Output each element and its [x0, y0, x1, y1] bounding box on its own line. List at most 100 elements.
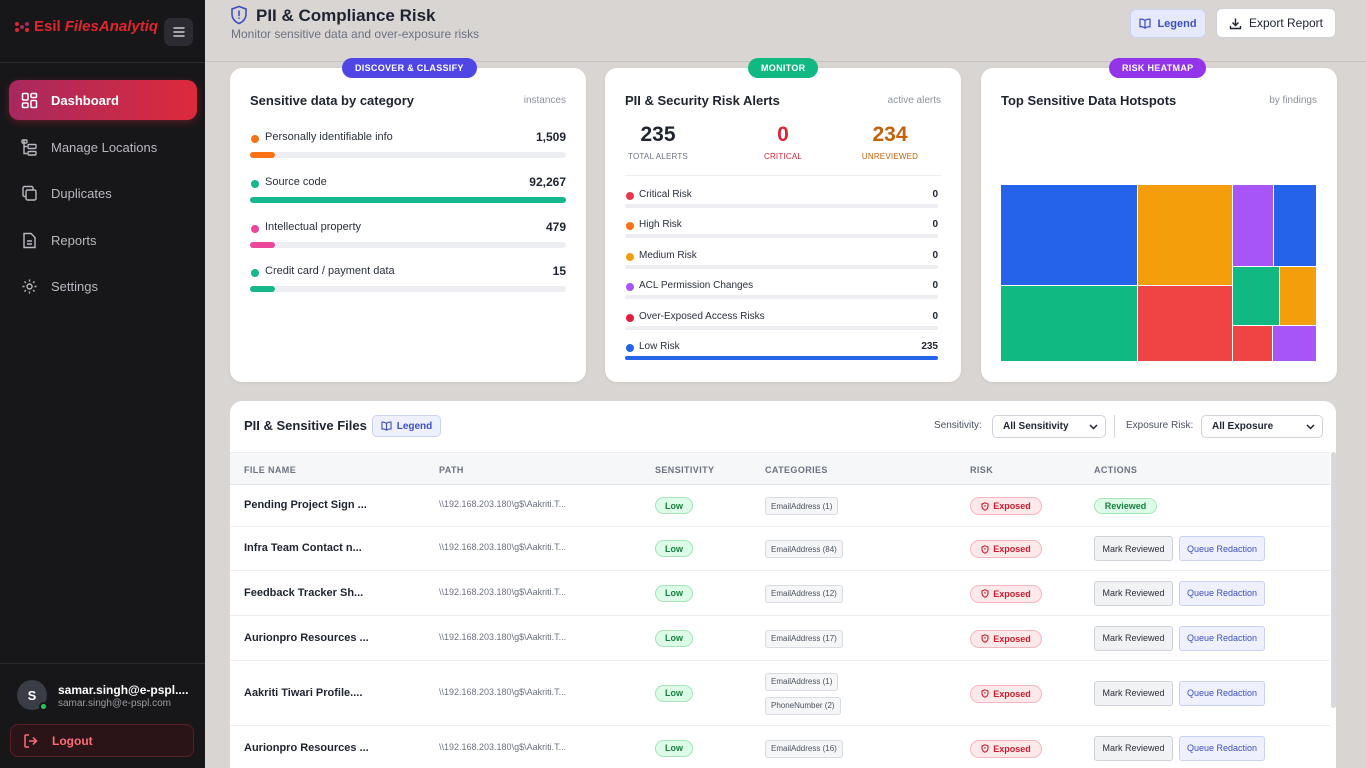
- risk-label: ACL Permission Changes: [639, 280, 754, 292]
- treemap-cell[interactable]: [1280, 267, 1316, 325]
- sidebar-item-label: Settings: [51, 278, 98, 294]
- treemap-cell[interactable]: [1233, 267, 1279, 325]
- mark-reviewed-button[interactable]: Mark Reviewed: [1094, 680, 1173, 706]
- category-tag: EmailAddress (17): [765, 629, 843, 648]
- risk-color-dot: [626, 313, 634, 322]
- avatar[interactable]: S: [17, 680, 48, 711]
- user-email: samar.singh@e-pspl.com: [58, 698, 171, 709]
- risk-badge: Exposed: [970, 629, 1042, 648]
- treemap-cell[interactable]: [1001, 286, 1137, 361]
- treemap-cell[interactable]: [1233, 185, 1273, 266]
- category-bar-fill: [250, 286, 276, 292]
- risk-label: Over-Exposed Access Risks: [639, 310, 765, 322]
- table-row[interactable]: Aurionpro Resources ... \\192.168.203.180…: [230, 616, 1330, 661]
- sidebar-divider: [0, 62, 205, 63]
- queue-redaction-button[interactable]: Queue Redaction: [1179, 735, 1265, 761]
- sidebar: Esil FilesAnalytiq Dashboard Manage Loca…: [0, 0, 205, 768]
- file-name-cell[interactable]: Pending Project Sign ...: [244, 499, 367, 511]
- sidebar-item-reports[interactable]: Reports: [9, 220, 197, 260]
- mark-reviewed-button[interactable]: Mark Reviewed: [1094, 735, 1173, 761]
- category-label: Credit card / payment data: [265, 265, 395, 277]
- risk-badge-label: Exposed: [993, 743, 1031, 754]
- column-header-sensitivity[interactable]: SENSITIVITY: [655, 465, 715, 475]
- legend-button[interactable]: Legend: [1130, 9, 1206, 38]
- exposure-filter-select[interactable]: All Exposure: [1201, 415, 1323, 438]
- copy-icon: [22, 185, 37, 201]
- treemap-cell[interactable]: [1001, 185, 1137, 285]
- treemap-cell[interactable]: [1138, 286, 1232, 361]
- risk-color-dot: [626, 252, 634, 261]
- category-tag: EmailAddress (1): [765, 497, 839, 515]
- category-tag: EmailAddress (12): [765, 584, 843, 603]
- treemap-cell[interactable]: [1274, 185, 1316, 266]
- column-header-risk[interactable]: RISK: [970, 465, 994, 475]
- risk-value: 0: [932, 219, 938, 231]
- treemap-cell[interactable]: [1138, 185, 1232, 285]
- category-label: Personally identifiable info: [265, 131, 393, 143]
- download-icon: [1229, 18, 1242, 29]
- risk-bar-track: [625, 295, 938, 300]
- page-subtitle: Monitor sensitive data and over-exposure…: [231, 27, 480, 41]
- treemap-cell[interactable]: [1273, 326, 1316, 361]
- category-tag: EmailAddress (84): [765, 540, 843, 558]
- queue-redaction-button[interactable]: Queue Redaction: [1179, 625, 1265, 651]
- mark-reviewed-button[interactable]: Mark Reviewed: [1094, 536, 1173, 561]
- column-header-file-name[interactable]: FILE NAME: [244, 465, 297, 475]
- risk-heatmap-pill: RISK HEATMAP: [1109, 58, 1207, 78]
- dashboard-icon: [21, 92, 38, 108]
- queue-redaction-button[interactable]: Queue Redaction: [1179, 580, 1265, 606]
- risk-value: 235: [921, 341, 938, 352]
- treemap-cell[interactable]: [1233, 326, 1272, 361]
- file-name-cell[interactable]: Feedback Tracker Sh...: [244, 586, 364, 599]
- column-header-path[interactable]: PATH: [439, 465, 464, 475]
- file-name-cell[interactable]: Aakriti Tiwari Profile....: [244, 686, 363, 699]
- sensitivity-filter-select[interactable]: All Sensitivity: [992, 415, 1106, 438]
- category-tag: EmailAddress (16): [765, 739, 843, 758]
- table-row[interactable]: Infra Team Contact n... \\192.168.203.180…: [230, 527, 1330, 571]
- risk-badge: Exposed: [970, 540, 1042, 558]
- sidebar-item-manage-locations[interactable]: Manage Locations: [9, 127, 197, 167]
- risk-badge-label: Exposed: [993, 501, 1031, 511]
- mark-reviewed-button[interactable]: Mark Reviewed: [1094, 580, 1173, 606]
- risk-badge: Exposed: [970, 684, 1042, 703]
- alert-stat: 235 TOTAL ALERTS: [613, 123, 703, 161]
- logo-esi-text: Esil: [34, 18, 61, 35]
- sidebar-item-settings[interactable]: Settings: [9, 266, 197, 306]
- table-row[interactable]: Feedback Tracker Sh... \\192.168.203.180\…: [230, 571, 1330, 616]
- queue-redaction-button[interactable]: Queue Redaction: [1179, 536, 1265, 561]
- alert-stat-value: 235: [640, 123, 676, 146]
- app-logo[interactable]: Esil FilesAnalytiq: [14, 18, 158, 35]
- file-name-cell[interactable]: Aurionpro Resources ...: [244, 741, 369, 754]
- table-row[interactable]: Aakriti Tiwari Profile.... \\192.168.203.…: [230, 661, 1330, 726]
- shield-icon: [981, 689, 989, 698]
- mark-reviewed-button[interactable]: Mark Reviewed: [1094, 625, 1173, 651]
- sensitivity-filter-value: All Sensitivity: [1003, 421, 1069, 432]
- logout-button[interactable]: Logout: [10, 724, 194, 757]
- book-icon: [1139, 18, 1152, 29]
- category-bar-fill: [250, 242, 276, 248]
- table-legend-button[interactable]: Legend: [372, 415, 441, 437]
- column-header-actions: ACTIONS: [1094, 465, 1138, 475]
- queue-redaction-button[interactable]: Queue Redaction: [1179, 680, 1265, 706]
- table-row[interactable]: Pending Project Sign ... \\192.168.203.18…: [230, 485, 1330, 527]
- column-header-categories[interactable]: CATEGORIES: [765, 465, 828, 475]
- file-name-cell[interactable]: Infra Team Contact n...: [244, 542, 362, 554]
- sidebar-item-duplicates[interactable]: Duplicates: [9, 173, 197, 213]
- online-status-dot: [39, 702, 48, 711]
- export-report-button[interactable]: Export Report: [1216, 8, 1336, 38]
- legend-label: Legend: [1157, 17, 1197, 30]
- risk-bar-track: [625, 204, 938, 208]
- table-row[interactable]: Aurionpro Resources ... \\192.168.203.180…: [230, 726, 1330, 768]
- filter-divider: [1114, 415, 1115, 438]
- category-bar-track: [250, 242, 566, 248]
- logo-brand-text: FilesAnalytiq: [64, 18, 159, 35]
- sidebar-toggle-button[interactable]: [164, 18, 193, 46]
- chevron-down-icon: [1306, 423, 1315, 430]
- sidebar-item-dashboard[interactable]: Dashboard: [9, 80, 197, 120]
- file-path-cell: \\192.168.203.180\g$\Aakriti.T...: [439, 686, 567, 697]
- card-title: Top Sensitive Data Hotspots: [1001, 93, 1177, 108]
- sidebar-item-label: Reports: [51, 232, 97, 248]
- file-name-cell[interactable]: Aurionpro Resources ...: [244, 631, 369, 644]
- table-scrollbar[interactable]: [1331, 452, 1336, 708]
- category-value: 479: [545, 220, 566, 234]
